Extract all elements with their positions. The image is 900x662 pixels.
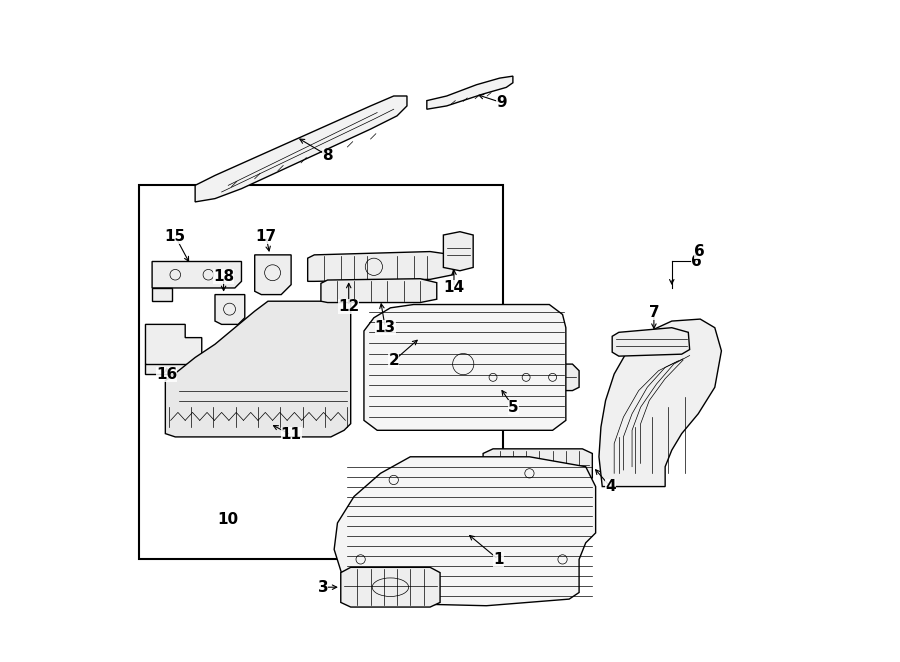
Polygon shape <box>321 279 436 303</box>
Polygon shape <box>215 295 245 324</box>
Polygon shape <box>146 364 195 374</box>
Text: 2: 2 <box>389 354 399 368</box>
Text: 1: 1 <box>493 552 504 567</box>
Polygon shape <box>612 328 689 356</box>
Polygon shape <box>364 305 566 430</box>
Text: 17: 17 <box>256 229 276 244</box>
Polygon shape <box>466 364 579 391</box>
Polygon shape <box>444 232 473 271</box>
Text: 5: 5 <box>508 400 519 414</box>
Polygon shape <box>146 324 202 367</box>
Text: 18: 18 <box>213 269 234 284</box>
Polygon shape <box>483 449 592 482</box>
Text: 6: 6 <box>694 244 705 259</box>
Polygon shape <box>427 76 513 109</box>
Text: 12: 12 <box>338 299 359 314</box>
Text: 8: 8 <box>322 148 333 163</box>
Text: 16: 16 <box>156 367 177 381</box>
Text: 13: 13 <box>374 320 396 334</box>
Text: 14: 14 <box>444 280 464 295</box>
Polygon shape <box>341 567 440 607</box>
Bar <box>139 185 503 559</box>
Polygon shape <box>334 457 596 606</box>
Polygon shape <box>166 301 351 437</box>
Text: 4: 4 <box>605 479 616 494</box>
Text: 9: 9 <box>496 95 507 110</box>
Polygon shape <box>152 288 172 301</box>
Text: 10: 10 <box>218 512 238 527</box>
Polygon shape <box>195 96 407 202</box>
Text: 11: 11 <box>281 428 302 442</box>
Text: 6: 6 <box>691 254 702 269</box>
Polygon shape <box>599 319 722 487</box>
Text: 15: 15 <box>165 229 185 244</box>
Polygon shape <box>152 261 241 288</box>
Text: 3: 3 <box>318 580 328 594</box>
Polygon shape <box>308 252 454 281</box>
Text: 7: 7 <box>649 305 659 320</box>
Polygon shape <box>255 255 291 295</box>
